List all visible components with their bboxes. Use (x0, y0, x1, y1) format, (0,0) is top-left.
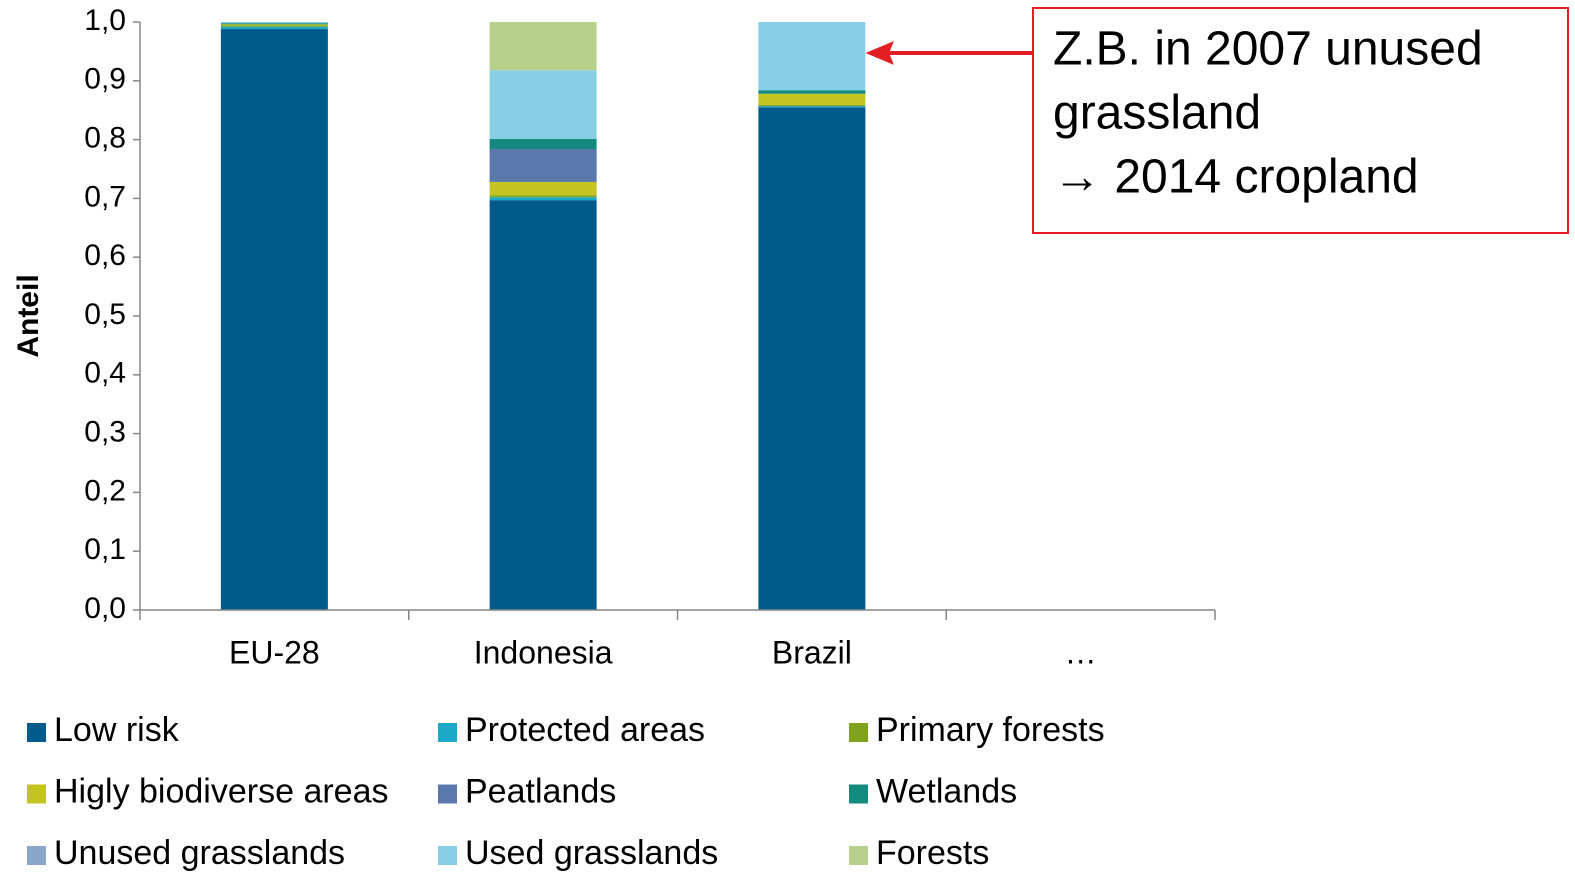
bar-segment (758, 90, 866, 94)
legend-label: Unused grasslands (54, 834, 345, 872)
y-tick-label: 0,6 (84, 239, 126, 272)
legend-swatch (438, 784, 457, 804)
legend-swatch (438, 723, 457, 742)
bar-segment (758, 106, 866, 108)
y-tick-label: 0,5 (84, 298, 126, 331)
y-tick-label: 0,8 (84, 122, 126, 155)
bar-segment (220, 29, 328, 610)
annotation-box (1032, 7, 1569, 234)
bar-segment (489, 200, 597, 610)
x-tick-label: Indonesia (474, 634, 613, 670)
bar-segment (489, 195, 597, 198)
legend-swatch (27, 784, 46, 804)
legend-label: Forests (876, 834, 989, 872)
legend-swatch (27, 846, 46, 865)
y-tick-label: 0,9 (84, 63, 126, 96)
legend-swatch (849, 784, 868, 804)
bar-segment (220, 26, 328, 30)
bar-segment (220, 25, 328, 27)
y-tick-label: 0,1 (84, 533, 126, 566)
legend-label: Peatlands (465, 772, 616, 810)
bar-segment (489, 197, 597, 201)
y-tick-label: 0,4 (84, 357, 126, 390)
y-tick-label: 0,0 (84, 592, 126, 625)
y-tick-label: 0,7 (84, 180, 126, 213)
legend-swatch (849, 723, 868, 742)
annotation-text: → 2014 cropland (1053, 151, 1419, 204)
legend-label: Low risk (54, 711, 180, 749)
legend-label: Wetlands (876, 772, 1017, 810)
legend-swatch (438, 846, 457, 865)
bar-segment (758, 104, 866, 107)
legend-label: Higly biodiverse areas (54, 772, 389, 810)
bar-segment (220, 23, 328, 25)
y-tick-label: 0,2 (84, 474, 126, 507)
annotation-text: Z.B. in 2007 unused (1053, 23, 1483, 76)
bar-segment (758, 22, 866, 91)
bar-segment (489, 181, 597, 196)
legend-swatch (849, 846, 868, 865)
bar-segment (220, 24, 328, 26)
legend-label: Primary forests (876, 711, 1105, 749)
bar-segment (758, 93, 866, 105)
legend-label: Used grasslands (465, 834, 718, 872)
annotation-arrowhead (865, 41, 894, 65)
bar-segment (489, 70, 597, 140)
y-tick-label: 0,3 (84, 416, 126, 449)
bar-segment (220, 22, 328, 24)
y-axis-label: Anteil (12, 274, 45, 357)
bar-segment (758, 107, 866, 610)
legend-swatch (27, 723, 46, 742)
bar-segment (489, 22, 597, 71)
y-tick-label: 1,0 (84, 4, 126, 37)
bar-segment (489, 149, 597, 182)
x-tick-label: … (1065, 634, 1097, 670)
x-tick-label: EU-28 (229, 634, 320, 670)
x-tick-label: Brazil (772, 634, 852, 670)
annotation-text: grassland (1053, 87, 1261, 140)
legend-label: Protected areas (465, 711, 705, 749)
bar-segment (489, 139, 597, 150)
